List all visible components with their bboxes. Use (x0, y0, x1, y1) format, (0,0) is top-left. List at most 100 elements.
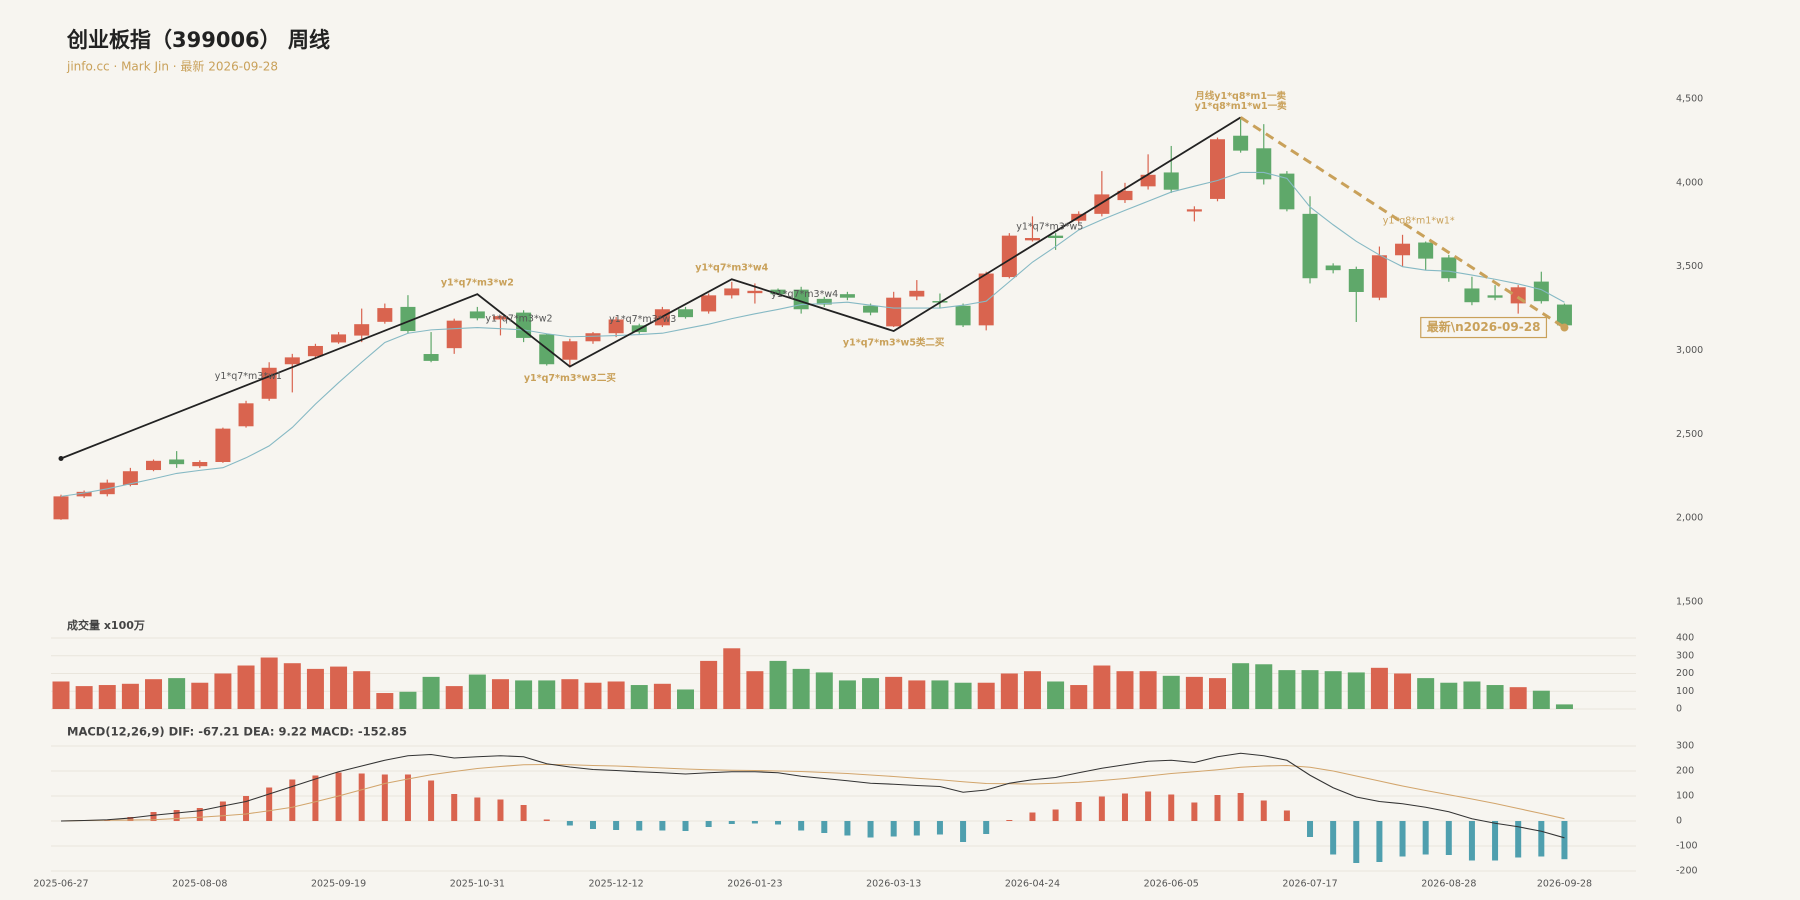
macd-bar (798, 821, 805, 831)
y-tick-label: -200 (1676, 866, 1698, 877)
y-tick-label: 3,500 (1676, 261, 1703, 272)
macd-bar (589, 821, 596, 829)
trend-label: y1*q8*m1*w1* (1383, 215, 1455, 226)
volume-bar (677, 689, 695, 709)
macd-bar (1399, 821, 1406, 857)
candle-body (678, 309, 694, 318)
volume-bar (815, 672, 833, 709)
candle-body (747, 290, 763, 294)
macd-bar (1307, 821, 1314, 837)
macd-bar (335, 772, 342, 821)
volume-bar (885, 676, 903, 709)
macd-bar (1561, 821, 1568, 860)
y-tick-label: 300 (1676, 650, 1694, 661)
volume-bar (260, 657, 278, 709)
volume-bar (98, 685, 116, 709)
moving-average (60, 171, 1565, 497)
macd-bar (381, 774, 388, 821)
macd-bar (821, 821, 828, 833)
macd-bar (150, 812, 157, 821)
volume-bar (769, 660, 787, 709)
segment-label: y1*q7*m3*w4 (771, 289, 838, 300)
candle-body (1371, 255, 1387, 298)
volume-bar (1232, 663, 1250, 709)
pivot-label: 月线y1*q8*m1一卖 (1194, 90, 1286, 102)
candle-body (1441, 257, 1457, 279)
volume-bar (422, 676, 440, 709)
macd-bar (659, 821, 666, 831)
y-tick-label: 1,500 (1676, 597, 1703, 608)
candle-body (839, 294, 855, 298)
macd-bar (867, 821, 874, 838)
candle-body (492, 316, 508, 320)
x-tick-label: 2025-12-12 (589, 879, 644, 890)
macd-bar (1353, 821, 1360, 863)
volume-bar (538, 680, 556, 709)
candle-body (53, 496, 69, 520)
volume-bar (1301, 670, 1319, 709)
volume-bar (1370, 667, 1388, 709)
segment-label: y1*q7*m3*w3 (609, 314, 676, 325)
macd-bar (1237, 793, 1244, 821)
x-tick-label: 2026-01-23 (727, 879, 782, 890)
candle-body (1233, 135, 1249, 151)
macd-bar (705, 821, 712, 827)
x-tick-label: 2026-08-28 (1421, 879, 1476, 890)
y-tick-label: 0 (1676, 816, 1682, 827)
candle-body (377, 308, 393, 322)
macd-bar (474, 797, 481, 821)
end-label-box (1420, 316, 1548, 339)
candle-body (701, 295, 717, 312)
candle-body (1117, 190, 1133, 201)
y-tick-label: 4,000 (1676, 177, 1703, 188)
macd-bar (682, 821, 689, 831)
volume-bar (1394, 673, 1412, 709)
macd-bar (1330, 821, 1337, 855)
macd-bar (428, 780, 435, 821)
volume-bar (584, 682, 602, 709)
end-label: 最新\n2026-09-28 (1427, 319, 1541, 334)
candle-body (1302, 213, 1318, 279)
candle-body (446, 320, 462, 349)
volume-bar (445, 686, 463, 709)
macd-bar (358, 773, 365, 821)
volume-bar (1417, 678, 1435, 709)
macd-bar (1098, 796, 1105, 821)
candle-body (1487, 295, 1503, 298)
volume-bar (1255, 664, 1273, 709)
pivot-label: y1*q7*m3*w5类二买 (843, 337, 945, 349)
volume-bar (1555, 704, 1573, 709)
volume-bar (237, 665, 255, 709)
volume-bar (1440, 682, 1458, 709)
macd-bar (844, 821, 851, 836)
candle-body (1256, 148, 1272, 180)
macd-bar (566, 821, 573, 826)
macd-bar (1260, 800, 1267, 821)
volume-bar (399, 691, 417, 709)
dif-line (60, 752, 1565, 839)
candle-body (307, 345, 323, 357)
volume-bar (283, 663, 301, 709)
y-tick-label: 4,500 (1676, 94, 1703, 105)
volume-bar (1047, 681, 1065, 709)
volume-bar (1139, 671, 1157, 709)
y-tick-label: 300 (1676, 741, 1694, 752)
macd-bar (497, 799, 504, 821)
macd-bar (1075, 802, 1082, 821)
y-tick-label: 100 (1676, 791, 1694, 802)
macd-bar (983, 821, 990, 834)
macd-bar (1214, 795, 1221, 821)
macd-bar (960, 821, 967, 842)
volume-bar (862, 678, 880, 709)
y-tick-label: -100 (1676, 841, 1698, 852)
candle-body (1395, 243, 1411, 256)
volume-bar (1532, 690, 1550, 709)
volume-bar (1116, 671, 1134, 709)
macd-bar (1283, 810, 1290, 821)
y-tick-label: 0 (1676, 704, 1682, 715)
candle-body (516, 312, 532, 338)
candle-body (169, 459, 185, 465)
y-tick-label: 100 (1676, 686, 1694, 697)
candle-body (331, 334, 347, 343)
